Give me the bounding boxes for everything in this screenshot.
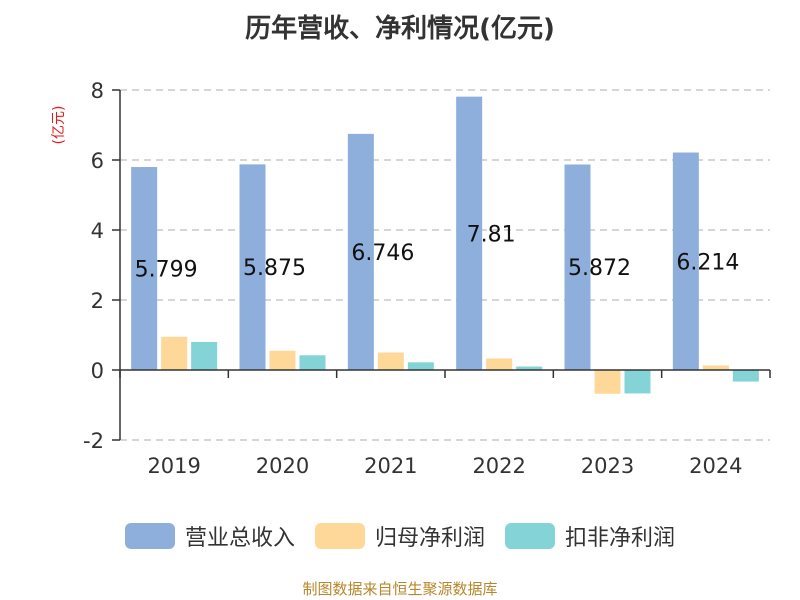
- bar-deducted-net-profit: [407, 362, 434, 370]
- bar-parent-net-profit: [702, 365, 729, 370]
- chart-title: 历年营收、净利情况(亿元): [245, 14, 555, 44]
- legend-swatch-parent-net-profit: [314, 523, 365, 549]
- legend-item-revenue[interactable]: 营业总收入: [124, 520, 295, 552]
- bar-revenue: [456, 96, 483, 371]
- x-tick-label: 2023: [581, 454, 634, 478]
- bar-parent-net-profit: [486, 358, 513, 370]
- bar-revenue: [239, 164, 266, 370]
- bar-deducted-net-profit: [516, 366, 543, 370]
- x-tick-label: 2022: [472, 454, 525, 478]
- data-label-revenue: 5.799: [135, 258, 198, 283]
- bar-parent-net-profit: [269, 350, 296, 370]
- legend-item-deducted-net-profit[interactable]: 扣非净利润: [505, 520, 675, 552]
- y-tick-label: 0: [91, 359, 104, 383]
- bar-deducted-net-profit: [191, 342, 218, 370]
- bar-parent-net-profit: [377, 352, 404, 370]
- legend-label-deducted-net-profit: 扣非净利润: [565, 526, 676, 551]
- bar-revenue: [131, 167, 158, 370]
- bar-deducted-net-profit: [732, 370, 759, 382]
- bar-revenue: [347, 133, 374, 370]
- data-label-revenue: 5.875: [243, 256, 306, 281]
- legend: 营业总收入 归母净利润 扣非净利润: [0, 516, 800, 556]
- y-tick-label: -2: [83, 429, 104, 453]
- y-tick-label: 2: [91, 289, 104, 313]
- data-label-revenue: 6.214: [676, 250, 739, 275]
- bar-revenue: [672, 152, 699, 370]
- bar-deducted-net-profit: [624, 370, 651, 394]
- x-tick-label: 2021: [364, 454, 417, 478]
- bar-parent-net-profit: [161, 336, 188, 370]
- legend-label-revenue: 营业总收入: [184, 526, 295, 551]
- legend-item-parent-net-profit[interactable]: 归母净利润: [314, 520, 485, 552]
- legend-swatch-revenue: [124, 523, 175, 549]
- x-tick-label: 2019: [147, 454, 200, 478]
- data-label-revenue: 6.746: [351, 241, 414, 266]
- source-note: 制图数据来自恒生聚源数据库: [302, 580, 498, 598]
- legend-swatch-deducted-net-profit: [505, 523, 555, 549]
- bar-revenue: [564, 164, 591, 370]
- legend-label-parent-net-profit: 归母净利润: [374, 526, 485, 551]
- y-tick-label: 4: [91, 219, 104, 243]
- bar-parent-net-profit: [594, 370, 621, 394]
- y-tick-label: 6: [91, 149, 104, 173]
- y-tick-label: 8: [91, 79, 104, 103]
- data-label-revenue: 7.81: [467, 222, 516, 247]
- x-tick-label: 2020: [256, 454, 309, 478]
- bar-deducted-net-profit: [299, 355, 326, 370]
- data-label-revenue: 5.872: [568, 256, 631, 281]
- x-tick-label: 2024: [689, 454, 742, 478]
